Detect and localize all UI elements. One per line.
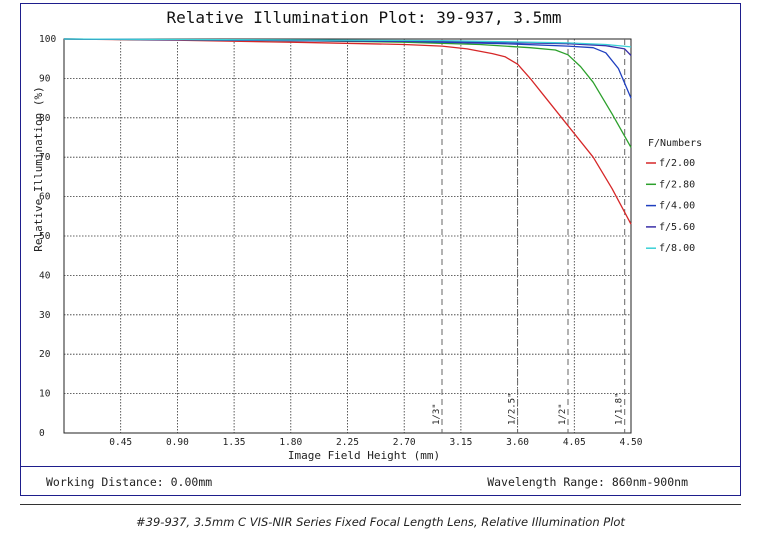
y-tick-label: 0 — [39, 428, 45, 439]
legend-item-label: f/8.00 — [659, 243, 695, 254]
sensor-marker-label: 1/1.8" — [615, 392, 625, 425]
grid-layer — [63, 38, 632, 434]
series-line-f-8-00 — [63, 38, 632, 48]
x-tick-label: 2.25 — [336, 437, 359, 448]
chart-title: Relative Illumination Plot: 39-937, 3.5m… — [167, 8, 562, 27]
series-line-f-4-00 — [63, 38, 632, 99]
x-tick-label: 4.05 — [563, 437, 586, 448]
sensor-marker-label: 1/2.5" — [508, 392, 518, 425]
legend-item-label: f/2.00 — [659, 158, 695, 169]
sensor-marker-label: 1/3" — [432, 403, 442, 425]
chart-footer: Working Distance: 0.00mm Wavelength Rang… — [21, 466, 740, 496]
y-tick-label: 10 — [39, 389, 51, 400]
x-axis-label: Image Field Height (mm) — [288, 449, 440, 462]
y-tick-label: 50 — [39, 231, 51, 242]
legend-item-label: f/4.00 — [659, 201, 695, 212]
working-distance-text: Working Distance: 0.00mm — [46, 475, 213, 489]
relative-illumination-chart: Relative Illumination Plot: 39-937, 3.5m… — [32, 8, 702, 462]
chart-frame: Relative Illumination Plot: 39-937, 3.5m… — [20, 3, 741, 496]
figure-caption: #39-937, 3.5mm C VIS-NIR Series Fixed Fo… — [20, 504, 741, 529]
x-tick-label: 1.80 — [279, 437, 302, 448]
x-tick-label: 3.15 — [449, 437, 472, 448]
x-tick-label: 0.45 — [109, 437, 132, 448]
sensor-marker-layer: 1/3" 1/2.5" 1/2" 1/1.8" — [432, 39, 626, 433]
series-line-f-2-00 — [63, 38, 632, 225]
axis-layer: 0 10 20 30 40 50 60 70 80 90 100 0.45 0.90 1.35 1.80 2.… — [39, 34, 643, 448]
series-layer — [63, 38, 632, 225]
x-tick-label: 2.70 — [393, 437, 416, 448]
y-tick-label: 80 — [39, 113, 51, 124]
x-tick-label: 4.50 — [620, 437, 643, 448]
y-tick-label: 40 — [39, 270, 51, 281]
x-tick-label: 0.90 — [166, 437, 189, 448]
y-axis-label: Relative Illumination (%) — [32, 86, 45, 252]
legend-item-label: f/5.60 — [659, 222, 695, 233]
legend-title: F/Numbers — [648, 138, 702, 149]
y-tick-label: 90 — [39, 73, 51, 84]
y-tick-label: 60 — [39, 192, 51, 203]
x-tick-label: 3.60 — [506, 437, 529, 448]
legend: f/2.00 f/2.80 f/4.00 f/5.60 f/8.00 — [646, 158, 695, 254]
sensor-marker-label: 1/2" — [558, 403, 568, 425]
wavelength-range-text: Wavelength Range: 860nm-900nm — [487, 475, 688, 489]
series-line-f-5-60 — [63, 38, 632, 56]
y-tick-label: 30 — [39, 310, 51, 321]
y-tick-label: 20 — [39, 349, 51, 360]
x-tick-label: 1.35 — [223, 437, 246, 448]
legend-item-label: f/2.80 — [659, 179, 695, 190]
y-tick-label: 70 — [39, 152, 51, 163]
y-tick-label: 100 — [39, 34, 56, 45]
